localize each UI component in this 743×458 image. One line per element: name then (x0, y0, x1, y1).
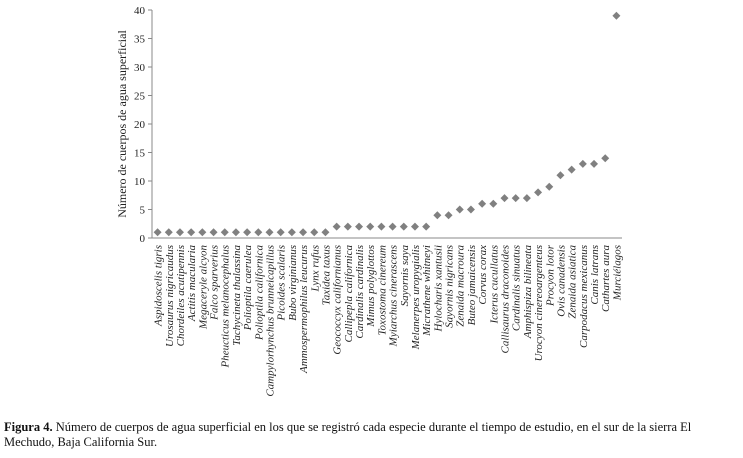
x-tick-label: Taxidea taxus (320, 245, 332, 305)
marker (187, 228, 196, 237)
x-tick-label: Tachycineta thalassina (231, 245, 243, 346)
marker (500, 194, 509, 203)
y-tick-label: 5 (140, 205, 146, 217)
x-tick-label: Lynx rufus (309, 245, 321, 292)
marker (410, 222, 419, 231)
caption: Figura 4. Número de cuerpos de agua supe… (4, 420, 740, 450)
marker (612, 11, 621, 20)
x-tick-label: Falco sparverius (209, 245, 221, 321)
x-tick-label: Cathartes aura (600, 245, 612, 312)
caption-text: Número de cuerpos de agua superficial en… (4, 420, 692, 449)
x-tick-label: Callisaurus draconoides (500, 245, 512, 353)
marker (220, 228, 229, 237)
x-tick-label: Bubo virginianus (287, 245, 299, 321)
marker (209, 228, 218, 237)
x-tick-label: Micrathene whitneyi (421, 245, 433, 337)
x-tick-label: Polioptila californica (253, 245, 265, 342)
marker (545, 182, 554, 191)
marker (534, 188, 543, 197)
marker (522, 194, 531, 203)
marker (153, 228, 162, 237)
x-tick-label: Procyon lotor (544, 244, 556, 307)
x-tick-label: Chordeiles acutipennis (175, 245, 187, 346)
chart: Número de cuerpos de agua superficial 0 5… (115, 5, 623, 397)
x-tick-label: Pheucticus melanocephalus (220, 245, 232, 369)
y-tick-label: 20 (134, 119, 146, 131)
marker (444, 211, 453, 220)
marker (601, 154, 610, 163)
x-tick-label: Icterus cucullatus (488, 245, 500, 325)
x-tick-label: Aspidoscelis tigris (153, 245, 165, 327)
x-tick-label: Picoides scalaris (276, 245, 288, 321)
marker (175, 228, 184, 237)
marker (321, 228, 330, 237)
y-tick-label: 25 (134, 91, 146, 103)
x-tick-label: Mimus polyglottos (365, 245, 377, 328)
x-tick-label: Campylorhynchus brunneicapillus (265, 245, 277, 397)
x-tick-label: Buteo jamaicensis (466, 245, 478, 325)
marker (276, 228, 285, 237)
marker (198, 228, 207, 237)
marker (388, 222, 397, 231)
x-tick-label: Urocyon cinereoargenteus (533, 245, 545, 361)
x-tick-label: Carpodacus mexicanus (578, 245, 590, 348)
x-tick-label: Megaceryle alcyon (197, 245, 209, 330)
x-tick-label: Myiarchus cinerascens (388, 245, 400, 347)
y-tick-label: 15 (134, 148, 146, 160)
x-tick-label: Ovis canadensis (555, 245, 567, 317)
x-tick-label: Zenaida macroura (455, 245, 467, 327)
marker (310, 228, 319, 237)
x-tick-label: Urosaurus nigricaudus (164, 245, 176, 347)
y-tick-label: 40 (134, 5, 146, 17)
y-tick-label: 0 (140, 233, 146, 245)
marker (343, 222, 352, 231)
x-tick-label: Sayornis nigricans (444, 245, 456, 328)
marker (455, 205, 464, 214)
marker (265, 228, 274, 237)
marker (355, 222, 364, 231)
marker (287, 228, 296, 237)
marker (254, 228, 263, 237)
marker (433, 211, 442, 220)
marker (567, 165, 576, 174)
marker (299, 228, 308, 237)
marker (489, 199, 498, 208)
marker (478, 199, 487, 208)
y-tick-label: 10 (134, 176, 146, 188)
x-tick-label: Actitis macularia (186, 245, 198, 323)
x-tick-label: Corvus corax (477, 245, 489, 305)
x-tick-label: Murciélagos (611, 245, 623, 301)
x-tick-label: Polioptila caerulea (242, 245, 254, 332)
caption-label: Figura 4. (4, 420, 53, 434)
x-tick-label: Toxostoma cinereum (376, 245, 388, 336)
marker (243, 228, 252, 237)
x-tick-label: Melanerpes uropygialis (410, 245, 422, 350)
x-tick-label: Geococcyx californianus (332, 245, 344, 355)
marker (377, 222, 386, 231)
y-axis-label: Número de cuerpos de agua superficial (115, 30, 129, 218)
marker (590, 159, 599, 168)
y-tick-label: 30 (134, 62, 146, 74)
x-tick-label: Sayornis saya (399, 245, 411, 307)
x-tick-label: Canis latrans (589, 245, 601, 305)
marker (332, 222, 341, 231)
marker (164, 228, 173, 237)
x-tick-label: Cardinalis cardinalis (354, 245, 366, 339)
marker (578, 159, 587, 168)
x-tick-label: Zenaida asiatica (567, 245, 579, 319)
x-tick-label: Callipepla californica (343, 245, 355, 343)
x-tick-label: Cardinalis sinuatus (511, 245, 523, 331)
marker (231, 228, 240, 237)
marker (366, 222, 375, 231)
marker (422, 222, 431, 231)
x-tick-label: Hylocharis xantusii (432, 245, 444, 332)
x-tick-label: Ammospermophilus leucurus (298, 245, 310, 374)
marker (399, 222, 408, 231)
y-tick-label: 35 (134, 34, 146, 46)
marker (466, 205, 475, 214)
marker (511, 194, 520, 203)
x-tick-label: Amphispiza bilineata (522, 245, 534, 340)
marker (556, 171, 565, 180)
